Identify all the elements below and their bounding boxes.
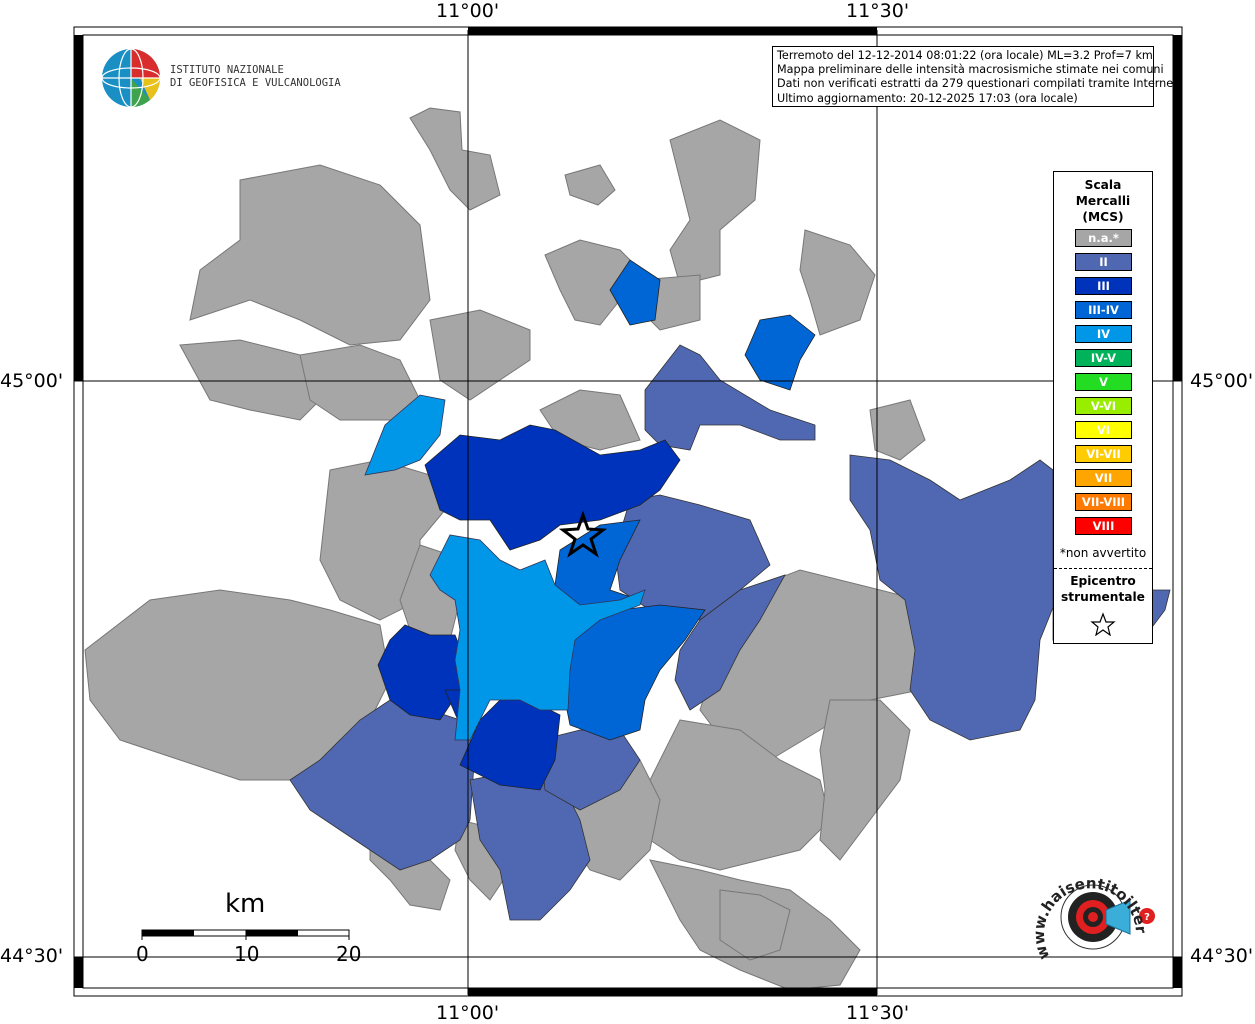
ingv-logo-icon bbox=[101, 48, 161, 108]
intensity-legend: Scala Mercalli (MCS) n.a.* II III III-IV IV I… bbox=[1053, 171, 1153, 644]
lon-label-bottom-left: 11°00' bbox=[436, 1002, 500, 1024]
info-line1: Terremoto del 12-12-2014 08:01:22 (ora l… bbox=[777, 49, 1153, 62]
epicenter-star bbox=[558, 510, 608, 558]
municipalities-iii bbox=[377, 424, 681, 791]
legend-item: IV-V bbox=[1075, 349, 1132, 367]
lat-label-right-top: 45°00' bbox=[1190, 370, 1254, 392]
legend-note: *non avvertito bbox=[1059, 546, 1147, 560]
scale-unit: km bbox=[225, 889, 266, 919]
lat-label-left-bottom: 44°30' bbox=[0, 945, 64, 967]
legend-star-icon bbox=[1090, 612, 1116, 636]
frame-ticks bbox=[74, 27, 1182, 996]
municipalities-iv bbox=[364, 394, 646, 741]
logo-line1: ISTITUTO NAZIONALE bbox=[170, 64, 284, 76]
legend-title-line3: (MCS) bbox=[1082, 210, 1124, 224]
info-line2: Mappa preliminare delle intensità macros… bbox=[777, 63, 1164, 77]
graticule bbox=[74, 30, 1182, 995]
lon-label-bottom-right: 11°30' bbox=[846, 1002, 910, 1024]
legend-item: V bbox=[1075, 373, 1132, 391]
municipalities-ii bbox=[289, 344, 1171, 921]
scale-tick-10: 10 bbox=[234, 942, 260, 966]
legend-item: III bbox=[1075, 277, 1132, 295]
info-line4: Ultimo aggiornamento: 20-12-2025 17:03 (… bbox=[777, 91, 1078, 105]
lat-label-left-top: 45°00' bbox=[0, 370, 64, 392]
legend-item: IV bbox=[1075, 325, 1132, 343]
lon-label-top-left: 11°00' bbox=[436, 0, 500, 22]
scale-bar: km 0 10 20 bbox=[130, 885, 370, 966]
legend-title-line1: Scala bbox=[1084, 178, 1122, 192]
legend-item: III-IV bbox=[1075, 301, 1132, 319]
legend-epicenter-line1: Epicentro bbox=[1070, 574, 1136, 588]
legend-title-line2: Mercalli bbox=[1075, 194, 1131, 208]
ingv-logo-text: ISTITUTO NAZIONALE DI GEOFISICA E VULCAN… bbox=[170, 64, 341, 90]
lon-label-top-right: 11°30' bbox=[846, 0, 910, 22]
lat-label-right-bottom: 44°30' bbox=[1190, 945, 1254, 967]
event-info-box: Terremoto del 12-12-2014 08:01:22 (ora l… bbox=[772, 46, 1182, 107]
legend-item: VI bbox=[1075, 421, 1132, 439]
logo-line2: DI GEOFISICA E VULCANOLOGIA bbox=[170, 77, 341, 89]
legend-item: VII-VIII bbox=[1075, 493, 1132, 511]
legend-item: VI-VII bbox=[1075, 445, 1132, 463]
legend-item: VII bbox=[1075, 469, 1132, 487]
legend-item: II bbox=[1075, 253, 1132, 271]
legend-item: n.a.* bbox=[1075, 229, 1132, 247]
legend-item: VIII bbox=[1075, 517, 1132, 535]
legend-separator bbox=[1054, 568, 1152, 569]
scale-tick-0: 0 bbox=[136, 942, 149, 966]
legend-title: Scala Mercalli (MCS) bbox=[1054, 177, 1152, 225]
svg-text:?: ? bbox=[1144, 912, 1150, 923]
legend-epicenter-label: Epicentro strumentale bbox=[1054, 573, 1152, 605]
municipalities-iii-iv bbox=[554, 259, 816, 741]
legend-epicenter-line2: strumentale bbox=[1061, 590, 1145, 604]
haisentitoilterremoto-logo-icon: ? www.haisentitoilterremoto.it bbox=[1030, 862, 1155, 962]
scale-tick-20: 20 bbox=[336, 942, 362, 966]
scale-bar-graphic bbox=[141, 929, 350, 940]
legend-item: V-VI bbox=[1075, 397, 1132, 415]
info-line3: Dati non verificati estratti da 279 ques… bbox=[777, 77, 1182, 91]
